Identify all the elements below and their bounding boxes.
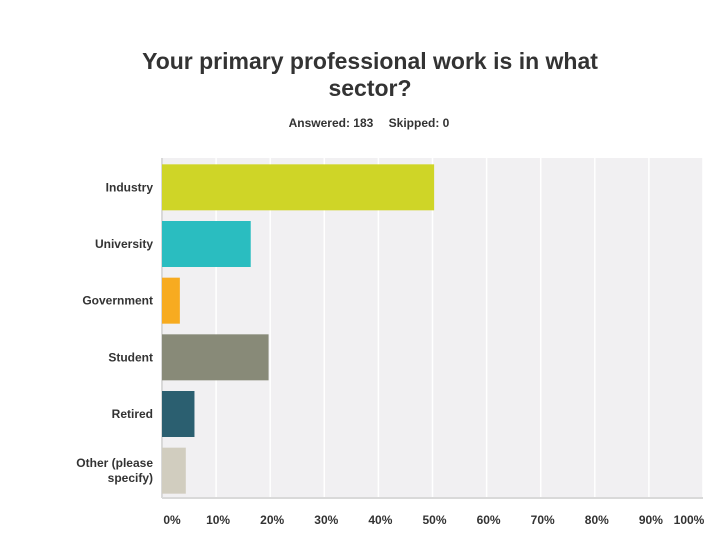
bar-student <box>162 334 269 381</box>
x-tick-label: 10% <box>206 513 230 527</box>
x-tick-label: 90% <box>639 513 663 527</box>
x-tick-label: 60% <box>477 513 501 527</box>
bar-government <box>162 277 180 324</box>
chart-title: Your primary professional work is in wha… <box>142 48 598 101</box>
x-tick-label: 50% <box>422 513 446 527</box>
category-label: Other (please <box>76 456 153 470</box>
category-label: Industry <box>106 180 154 194</box>
answered-count: Answered: 183 <box>288 116 374 130</box>
x-tick-label: 30% <box>314 513 338 527</box>
category-label: Retired <box>112 407 153 421</box>
x-tick-label: 20% <box>260 513 284 527</box>
category-label: University <box>95 237 153 251</box>
x-tick-label: 40% <box>368 513 392 527</box>
bar-retired <box>162 391 195 437</box>
skipped-count: Skipped: 0 <box>388 116 450 130</box>
bar-university <box>162 221 251 267</box>
category-label: Government <box>82 294 153 308</box>
bar-other-please-specify <box>162 447 186 494</box>
x-tick-label: 0% <box>163 513 181 527</box>
response-stats: Answered: 183 Skipped: 0 <box>0 116 723 130</box>
x-tick-label: 100% <box>674 513 705 527</box>
category-label: specify) <box>108 471 153 485</box>
category-label: Student <box>108 350 153 364</box>
bar-industry <box>162 164 435 211</box>
x-tick-label: 80% <box>585 513 609 527</box>
x-tick-label: 70% <box>531 513 555 527</box>
